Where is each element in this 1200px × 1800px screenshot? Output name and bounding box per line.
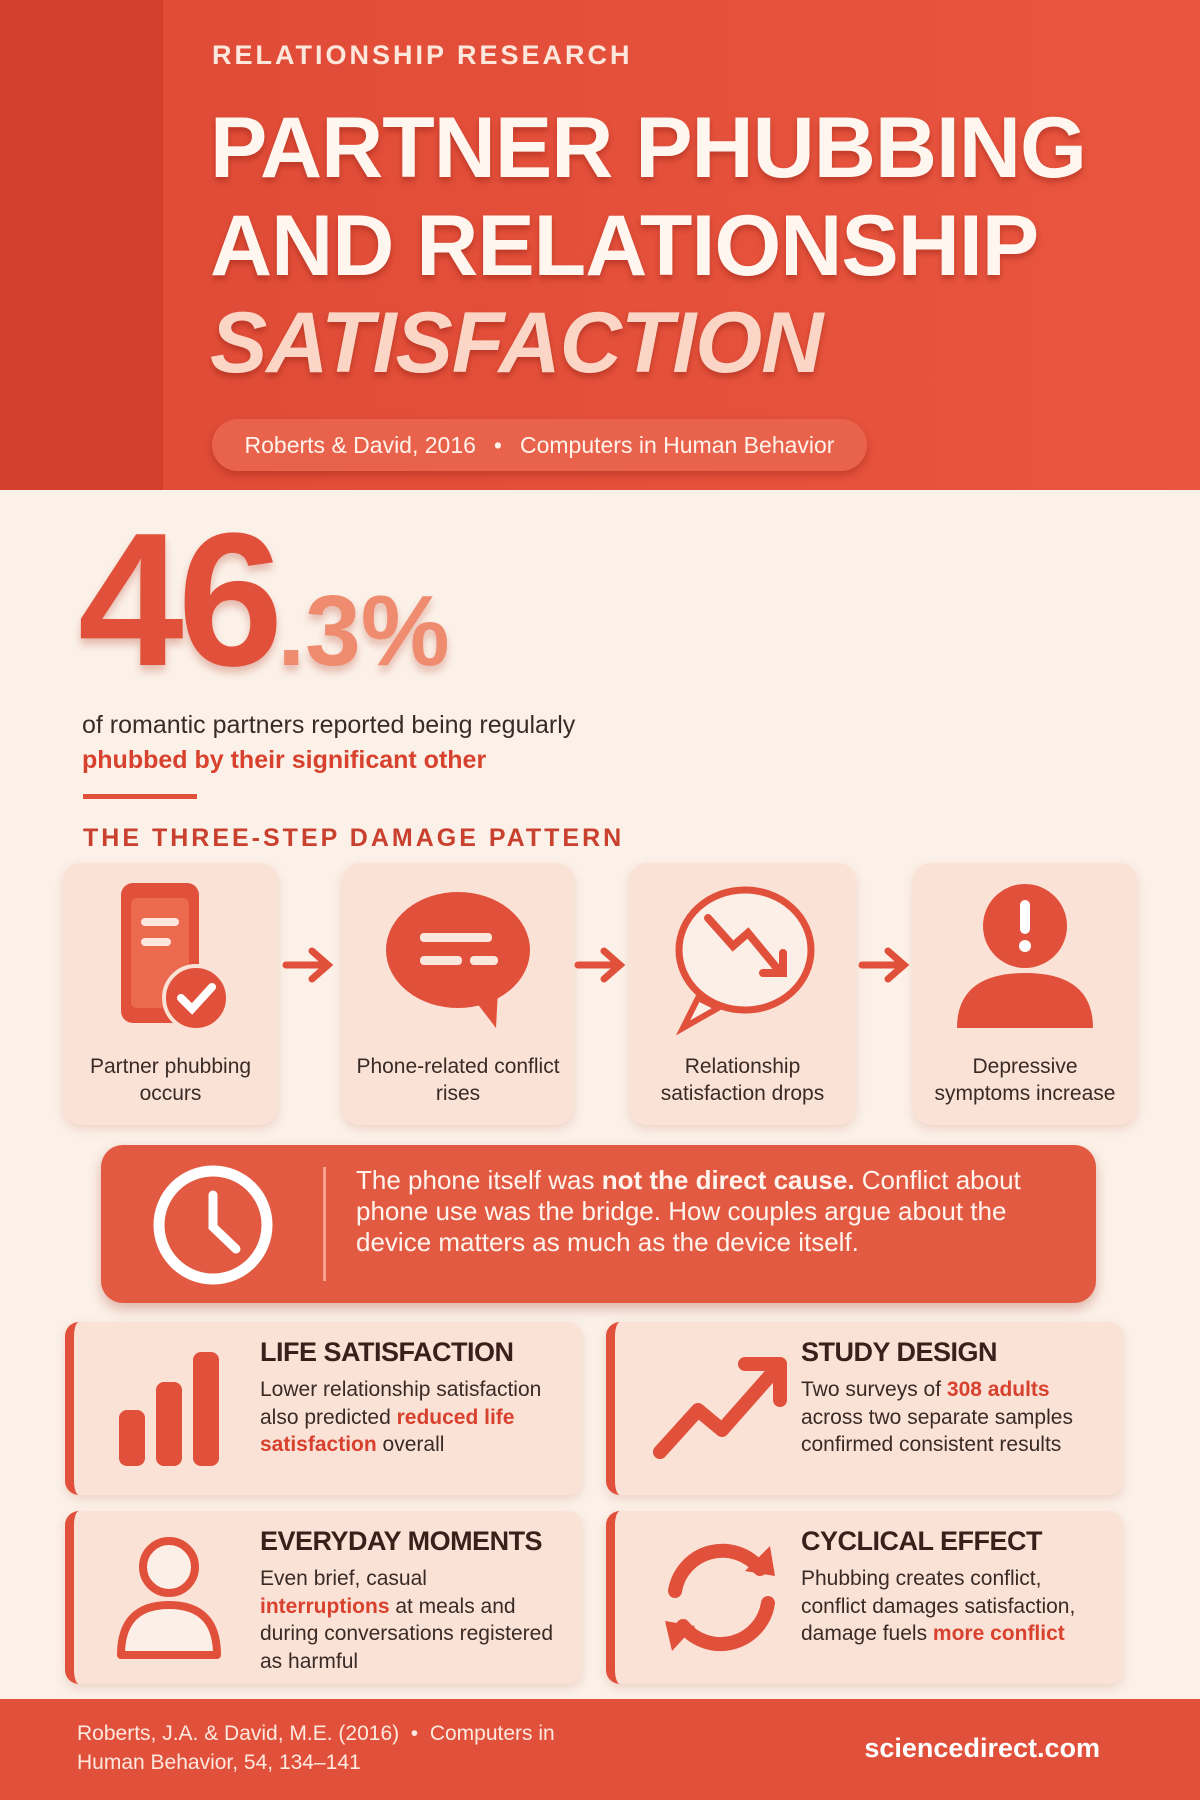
info-card: LIFE SATISFACTION Lower relationship sat… <box>65 1322 582 1495</box>
citation-pill: Roberts & David, 2016 • Computers in Hum… <box>212 419 867 471</box>
footer-journal: Computers in Human Behavior, 54, 134–141 <box>77 1722 555 1774</box>
caption-emphasis: phubbed by their significant other <box>82 746 487 774</box>
header <box>0 0 1200 490</box>
card-text-part: Lower relationship satisfaction also pre… <box>260 1378 542 1429</box>
callout-part: Conflict about phone use was the bridge.… <box>356 1165 1021 1257</box>
step-card: Partner phubbing occurs <box>63 863 278 1125</box>
stat-caption: of romantic partners reported being regu… <box>82 708 575 778</box>
card-text: Even brief, casual interruptions at meal… <box>260 1565 562 1675</box>
step-label: Relationship satisfaction drops <box>660 1055 825 1105</box>
card-emphasis: 308 adults <box>946 1378 1050 1401</box>
step-card: Relationship satisfaction drops <box>629 863 856 1125</box>
step-label: Depressive symptoms increase <box>934 1055 1116 1105</box>
card-title: LIFE SATISFACTION <box>260 1337 514 1367</box>
card-title: EVERYDAY MOMENTS <box>260 1526 543 1556</box>
stat-fraction: .3% <box>277 575 450 687</box>
footer-separator: • <box>410 1722 419 1745</box>
header-strip <box>0 0 163 490</box>
kicker: RELATIONSHIP RESEARCH <box>212 40 633 70</box>
stat-whole: 46 <box>78 494 283 706</box>
stat: 46.3% <box>78 505 450 695</box>
footer-site: sciencedirect.com <box>864 1733 1100 1763</box>
chat-icon <box>386 892 530 1028</box>
card-text-part: Phubbing creates conflict, conflict dama… <box>801 1567 1076 1645</box>
card-emphasis: more conflict <box>932 1622 1065 1645</box>
card-text-part: at meals and during conversations regist… <box>260 1594 553 1673</box>
card-text-part: across two separate samples confirmed co… <box>801 1405 1073 1457</box>
divider <box>83 794 197 799</box>
footer-citation: Roberts, J.A. & David, M.E. (2016) • Com… <box>77 1719 617 1777</box>
drop-icon <box>675 886 814 1036</box>
bars-icon <box>119 1352 219 1466</box>
section-title: THE THREE-STEP DAMAGE PATTERN <box>83 824 625 852</box>
title-line: PARTNER PHUBBING <box>210 100 1087 196</box>
title-emphasis: SATISFACTION <box>210 295 823 391</box>
arrow <box>858 947 910 983</box>
card-text: Two surveys of 308 adults across two sep… <box>801 1376 1103 1459</box>
pill-journal: Computers in Human Behavior <box>519 431 835 458</box>
title-line: AND RELATIONSHIP <box>210 198 1039 294</box>
card-title: CYCLICAL EFFECT <box>801 1526 1043 1556</box>
card-text: Lower relationship satisfaction also pre… <box>260 1376 562 1459</box>
callout-text: The phone itself was not the direct caus… <box>356 1165 1066 1258</box>
card-text: Phubbing creates conflict, conflict dama… <box>801 1565 1103 1648</box>
step-label: Phone-related conflict rises <box>356 1055 560 1105</box>
clock-icon <box>153 1165 273 1285</box>
step-label: Partner phubbing occurs <box>89 1055 252 1105</box>
caption: of romantic partners reported being regu… <box>82 711 576 739</box>
arrow <box>574 947 626 983</box>
card-text-part: overall <box>376 1433 445 1456</box>
phone-icon <box>120 883 230 1032</box>
card-text-part: Two surveys of <box>801 1378 947 1401</box>
card-text-part: Even brief, casual <box>260 1567 427 1590</box>
step-card: Phone-related conflict rises <box>342 863 574 1125</box>
cycle-icon <box>665 1543 775 1652</box>
person-alert-icon <box>957 884 1093 1028</box>
arrow <box>282 947 334 983</box>
card-title: STUDY DESIGN <box>801 1337 998 1367</box>
card-emphasis: interruptions <box>260 1594 390 1618</box>
footer: Roberts, J.A. & David, M.E. (2016) • Com… <box>0 1699 1200 1800</box>
callout-emphasis: not the direct cause. <box>601 1165 855 1195</box>
callout: The phone itself was not the direct caus… <box>101 1145 1096 1303</box>
person-icon <box>117 1537 221 1659</box>
citation: Roberts, J.A. & David, M.E. (2016) <box>77 1722 400 1745</box>
card-emphasis: reduced life satisfaction <box>260 1405 515 1457</box>
callout-part: The phone itself was <box>356 1165 602 1195</box>
pill-authors: Roberts & David, 2016 <box>244 431 476 458</box>
callout-divider <box>323 1167 326 1281</box>
info-card: EVERYDAY MOMENTS Even brief, casual inte… <box>65 1511 582 1684</box>
info-card: CYCLICAL EFFECT Phubbing creates conflic… <box>606 1511 1123 1684</box>
info-card: STUDY DESIGN Two surveys of 308 adults a… <box>606 1322 1123 1495</box>
pill-separator: • <box>493 431 502 458</box>
trend-icon <box>653 1357 787 1459</box>
step-card: Depressive symptoms increase <box>913 863 1137 1125</box>
